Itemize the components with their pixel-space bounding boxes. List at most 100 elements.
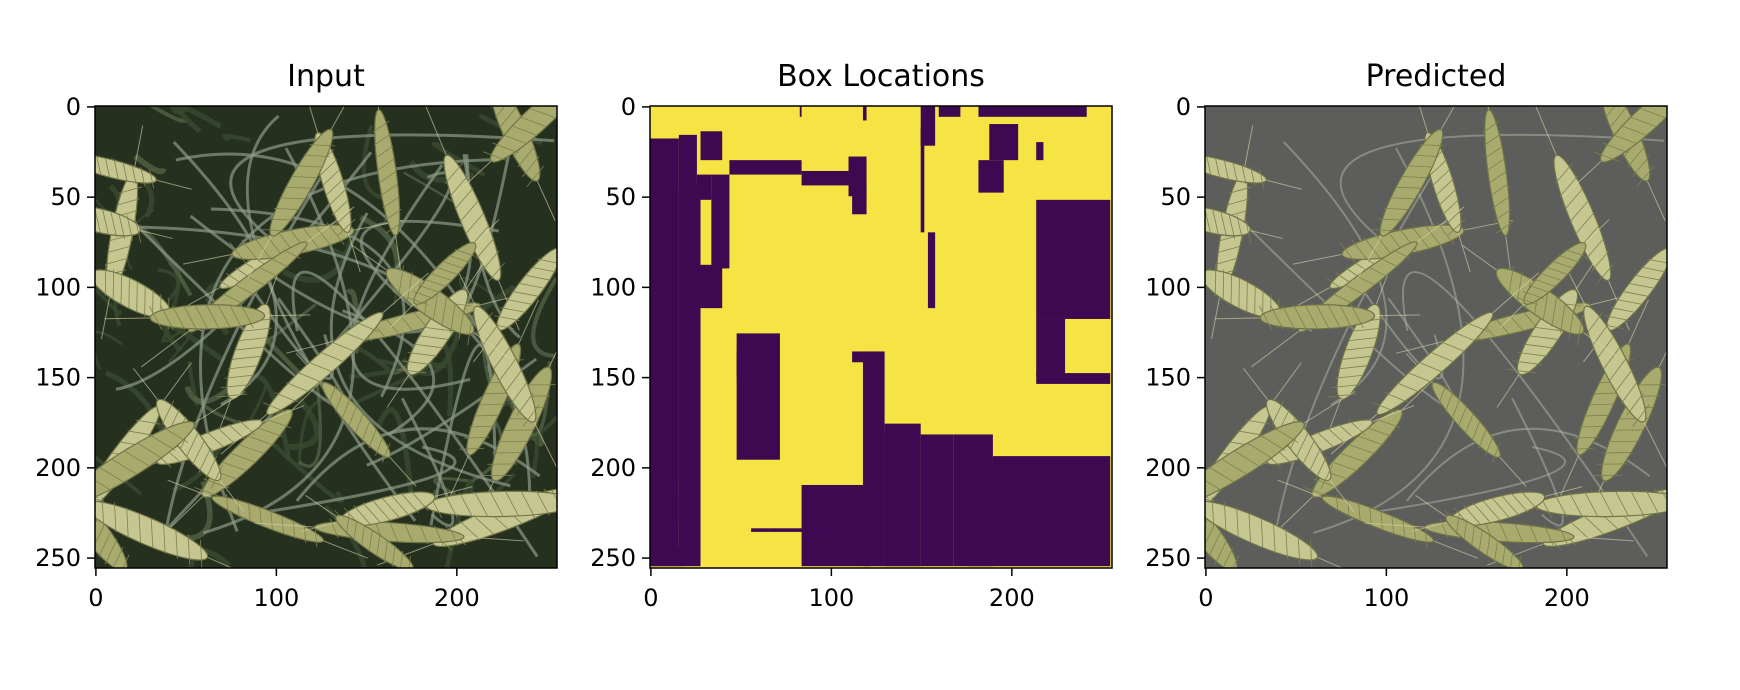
wheat-ear (1330, 272, 1539, 455)
leaf-blade (95, 330, 123, 370)
wheat-ear (95, 390, 246, 536)
wheat-ear (1500, 219, 1610, 328)
x-tick-label: 0 (643, 584, 658, 612)
leaf-blade (376, 407, 415, 503)
y-tick-label: 0 (66, 93, 81, 121)
background-region (650, 546, 683, 567)
background-region (927, 232, 936, 309)
wheat-ear (1562, 260, 1667, 469)
stem (1363, 446, 1566, 515)
background-region (862, 106, 867, 121)
y-tick-label: 250 (1145, 544, 1191, 572)
x-tick-label: 200 (1544, 584, 1590, 612)
background-region (696, 174, 712, 200)
wheat-ear (1205, 147, 1302, 190)
wheat-ear (390, 219, 500, 328)
leaf-blade (288, 391, 320, 450)
panel-title: Input (287, 59, 365, 94)
wheat-ear (216, 266, 281, 437)
background-region (751, 528, 770, 532)
x-tick-label: 100 (808, 584, 854, 612)
x-tick-label: 200 (434, 584, 480, 612)
x-tick-label: 100 (253, 584, 299, 612)
background-region (938, 106, 961, 117)
panel-1: Input 0 100 200 0 50 100 150 200 250 (35, 59, 558, 612)
panel-3: Predicted 0 100 200 0 50 100 150 200 250 (1145, 59, 1668, 612)
background-region (678, 134, 697, 485)
stem (1274, 161, 1441, 534)
leaf-blade (282, 229, 357, 283)
background-region (978, 160, 1004, 193)
wheat-ear (1205, 202, 1283, 243)
x-tick-label: 100 (1363, 584, 1409, 612)
wheat-ear (453, 106, 557, 197)
stem (172, 141, 278, 406)
wheat-ear (220, 272, 429, 455)
leaf-blade (222, 133, 252, 143)
leaf-blade (433, 476, 475, 496)
wheat-ear (371, 106, 404, 286)
wheat-ear (1411, 486, 1583, 532)
y-tick-label: 250 (35, 544, 81, 572)
wheat-ear (1481, 106, 1514, 286)
background-region (1036, 318, 1066, 377)
background-region (729, 160, 802, 175)
y-tick-label: 200 (590, 454, 636, 482)
wheat-ear (424, 106, 520, 331)
background-region (992, 456, 1111, 567)
background-region (989, 124, 1019, 161)
y-tick-label: 150 (1145, 364, 1191, 392)
background-region (801, 170, 849, 186)
background-region (700, 131, 723, 161)
background-region (696, 264, 723, 309)
stem (1402, 271, 1649, 558)
y-tick-label: 0 (621, 93, 636, 121)
panel-2: Box Locations 0 100 200 0 50 100 150 200 250 (590, 59, 1113, 612)
wheat-ear (167, 375, 328, 532)
stem (359, 219, 499, 308)
background-region (711, 174, 730, 269)
wheat-ear (1534, 106, 1630, 331)
background-region (920, 434, 954, 567)
background-region (823, 528, 871, 532)
wheat-ear (167, 479, 368, 559)
wheat-ear (95, 481, 257, 568)
y-tick-label: 100 (590, 273, 636, 301)
stem (1339, 133, 1665, 253)
background-region (823, 517, 838, 529)
panel-title: Predicted (1366, 59, 1507, 94)
leaf-blade (157, 268, 180, 302)
wheat-ear (1563, 106, 1667, 197)
y-tick-label: 0 (1176, 93, 1191, 121)
leaf-blade (104, 370, 165, 433)
wheat-ear (1205, 481, 1367, 568)
background-region (1036, 142, 1044, 161)
y-tick-label: 200 (1145, 454, 1191, 482)
y-tick-label: 50 (50, 183, 81, 211)
leaf-blade (174, 106, 222, 134)
axes-frame (1204, 105, 1668, 569)
wheat-ear (1581, 321, 1667, 527)
background-region (967, 459, 993, 567)
background-region (1036, 373, 1111, 384)
background-region (884, 423, 921, 567)
leaf-blade (170, 106, 187, 115)
y-tick-label: 150 (590, 364, 636, 392)
background-region (678, 488, 697, 522)
y-tick-label: 50 (1160, 183, 1191, 211)
wheat-ear (1277, 479, 1478, 559)
wheat-ear (1415, 495, 1554, 568)
background-region (769, 528, 824, 532)
y-tick-label: 100 (1145, 273, 1191, 301)
wheat-ear (132, 368, 245, 512)
y-tick-label: 150 (35, 364, 81, 392)
background-region (650, 138, 679, 567)
axes-frame (94, 105, 558, 569)
background-region (736, 351, 755, 377)
wheat-ear (247, 106, 356, 279)
x-tick-label: 0 (1198, 584, 1213, 612)
y-tick-label: 50 (605, 183, 636, 211)
wheat-ear (104, 303, 311, 330)
stem (1283, 141, 1388, 406)
